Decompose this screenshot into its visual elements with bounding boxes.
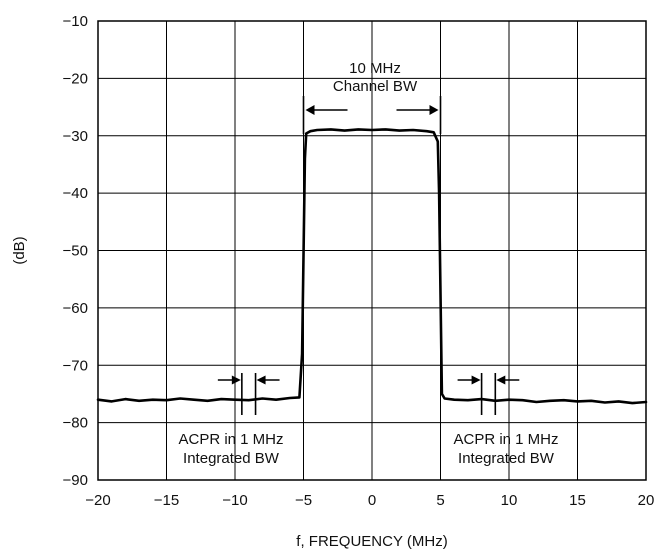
acpr-left-right-arrowhead	[256, 375, 266, 385]
y-tick-label: −60	[63, 300, 88, 317]
acpr-right-right-arrowhead	[496, 375, 506, 385]
acpr-left-label-line: ACPR in 1 MHz	[178, 431, 283, 448]
y-tick-label: −30	[63, 128, 88, 145]
x-tick-label: −10	[222, 492, 247, 509]
acpr-right-label: ACPR in 1 MHz Integrated BW	[453, 431, 558, 467]
y-tick-label: −90	[63, 472, 88, 489]
y-tick-label: −50	[63, 243, 88, 260]
tick-labels: −20 −15 −10 −5 0 5 10 15 20−10−20−30−40−50−60−70…	[63, 13, 655, 509]
x-tick-label: 20	[638, 492, 655, 509]
acpr-right-label-line: ACPR in 1 MHz	[453, 431, 558, 448]
channel-bw-label-line: Channel BW	[333, 78, 418, 95]
plot-frame	[97, 20, 647, 481]
annotation-group: 10 MHz Channel BW ACPR in 1 MHz Integrated …	[178, 60, 558, 467]
y-tick-label: −10	[63, 13, 88, 30]
y-axis-title: (dB)	[11, 236, 28, 264]
y-tick-label: −80	[63, 415, 88, 432]
acpr-left-label: ACPR in 1 MHz Integrated BW	[178, 431, 283, 467]
channel-bw-label-line: 10 MHz	[349, 60, 401, 77]
x-tick-label: 15	[569, 492, 586, 509]
acpr-right-left-arrowhead	[471, 375, 481, 385]
x-tick-label: −5	[295, 492, 312, 509]
y-tick-label: −40	[63, 185, 88, 202]
x-tick-label: −15	[154, 492, 179, 509]
channel-bw-right-arrowhead	[429, 105, 439, 115]
x-tick-label: −20	[85, 492, 110, 509]
channel-bw-left-arrowhead	[305, 105, 315, 115]
x-tick-label: 10	[501, 492, 518, 509]
x-tick-label: 5	[436, 492, 444, 509]
x-axis-title: f, FREQUENCY (MHz)	[296, 533, 447, 550]
trace-group	[96, 128, 648, 405]
channel-bw-label: 10 MHz Channel BW	[333, 60, 418, 95]
spectrum-trace-line	[96, 128, 648, 405]
x-tick-label: 0	[368, 492, 376, 509]
acpr-left-left-arrowhead	[231, 375, 241, 385]
y-tick-label: −20	[63, 70, 88, 87]
acpr-left-label-line: Integrated BW	[183, 450, 280, 467]
y-tick-label: −70	[63, 357, 88, 374]
acpr-right-label-line: Integrated BW	[458, 450, 555, 467]
